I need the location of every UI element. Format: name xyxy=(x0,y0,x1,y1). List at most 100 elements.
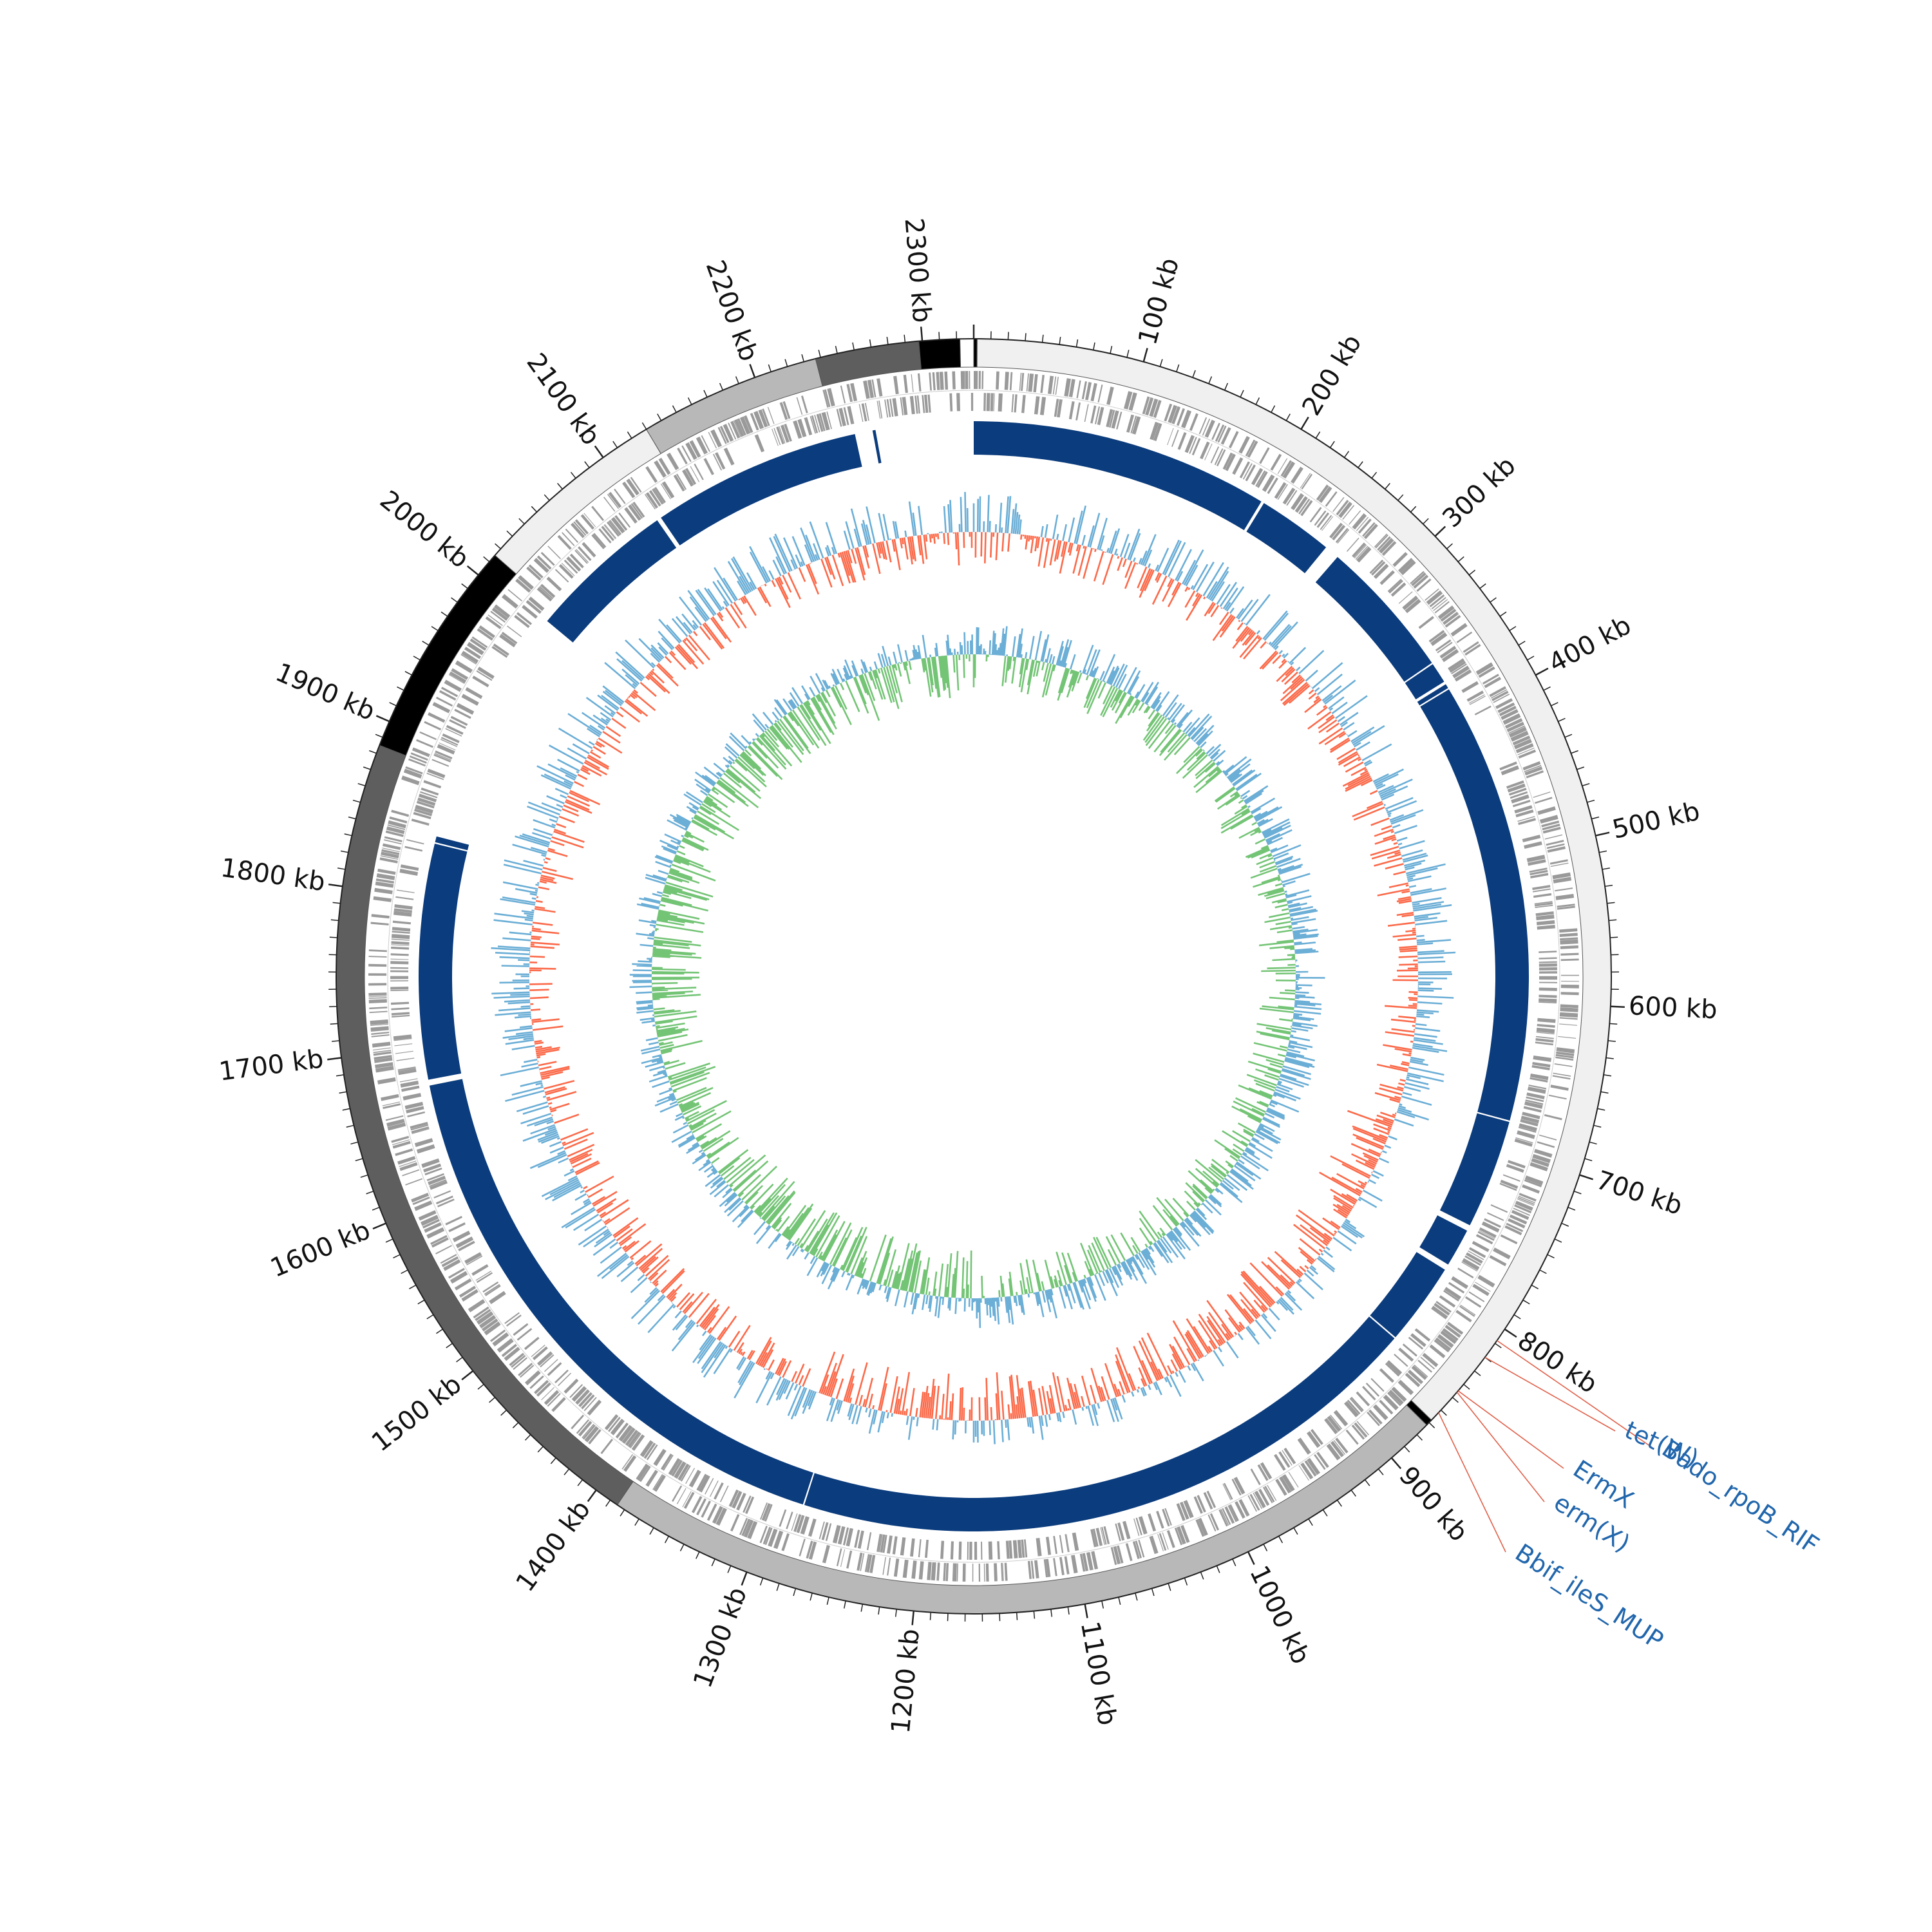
cds-feature xyxy=(1535,797,1553,804)
cds-feature xyxy=(990,393,994,412)
cds-feature xyxy=(445,1216,462,1226)
cds-feature xyxy=(1162,1508,1170,1527)
cds-feature xyxy=(993,393,995,412)
cds-feature xyxy=(1048,375,1054,394)
minor-tick xyxy=(1093,342,1095,350)
cds-feature xyxy=(1462,1258,1480,1271)
cds-feature xyxy=(1528,1084,1547,1090)
cds-feature xyxy=(925,1539,929,1558)
cds-feature xyxy=(610,1419,625,1435)
cds-feature xyxy=(940,1540,945,1559)
cds-feature xyxy=(591,506,605,522)
cds-feature xyxy=(370,1019,388,1025)
cds-feature xyxy=(1103,1526,1110,1544)
cds-feature xyxy=(677,448,688,465)
blast-hit-block xyxy=(1405,664,1444,700)
cds-feature xyxy=(1499,705,1517,717)
cds-feature xyxy=(1094,406,1101,424)
cds-feature xyxy=(1189,437,1197,454)
cds-feature xyxy=(1349,510,1361,525)
cds-feature xyxy=(750,413,759,431)
cds-feature xyxy=(1526,1096,1544,1103)
cds-feature xyxy=(739,1517,748,1535)
cds-feature xyxy=(435,696,453,707)
cds-feature xyxy=(1224,1506,1235,1524)
cds-feature xyxy=(1156,1510,1164,1529)
cds-feature xyxy=(847,406,855,424)
minor-tick xyxy=(1610,936,1618,938)
cds-feature xyxy=(403,768,422,779)
cds-feature xyxy=(516,1328,533,1341)
minor-tick xyxy=(1059,336,1061,345)
cds-feature xyxy=(1507,783,1526,793)
cds-feature xyxy=(1211,422,1220,440)
cds-feature xyxy=(390,976,409,980)
cds-feature xyxy=(576,549,589,563)
cds-feature xyxy=(997,1541,1000,1560)
cds-feature xyxy=(1167,428,1174,446)
cds-feature xyxy=(368,973,387,976)
cds-feature xyxy=(627,1431,641,1448)
minor-tick xyxy=(878,1607,880,1615)
minor-tick xyxy=(518,518,525,525)
major-tick xyxy=(461,1370,474,1381)
cds-feature xyxy=(382,848,400,853)
cds-feature xyxy=(1557,905,1575,910)
minor-tick xyxy=(727,1565,732,1573)
minor-tick xyxy=(550,1457,556,1464)
cds-feature xyxy=(1435,639,1452,652)
cds-feature xyxy=(473,1306,489,1319)
cds-feature xyxy=(538,1352,553,1366)
cds-feature xyxy=(1444,1287,1461,1300)
tick-label: 1900 kb xyxy=(271,658,379,726)
cds-feature xyxy=(1524,764,1542,773)
cds-feature xyxy=(1135,1517,1142,1536)
cds-feature xyxy=(1422,1352,1439,1367)
tick-label: 200 kb xyxy=(1296,330,1367,421)
minor-tick xyxy=(735,376,739,384)
cds-feature xyxy=(395,896,414,900)
cds-feature xyxy=(1239,461,1251,478)
cds-feature xyxy=(661,1454,673,1470)
cds-feature xyxy=(1142,396,1150,415)
cds-feature xyxy=(1431,1305,1448,1320)
cds-feature xyxy=(1021,395,1026,413)
cds-feature xyxy=(996,371,999,390)
cds-feature xyxy=(482,1281,499,1293)
minor-tick xyxy=(1582,782,1590,786)
cds-feature xyxy=(1294,496,1308,513)
cds-feature xyxy=(660,483,671,500)
cds-feature xyxy=(390,953,409,956)
cds-feature xyxy=(1138,1539,1145,1558)
cds-feature xyxy=(998,393,1003,412)
cds-feature xyxy=(1228,431,1239,449)
cds-feature xyxy=(630,477,642,493)
cds-feature xyxy=(1555,1054,1574,1059)
cds-feature xyxy=(952,371,956,390)
blast-hit-block xyxy=(974,421,1262,531)
cds-feature xyxy=(1414,1364,1428,1378)
cds-feature xyxy=(611,516,625,534)
cds-feature xyxy=(1343,1401,1359,1417)
minor-tick xyxy=(346,1124,354,1128)
cds-feature xyxy=(1472,1240,1490,1253)
minor-tick xyxy=(409,1284,417,1289)
cds-feature xyxy=(1001,1562,1003,1581)
cds-feature xyxy=(672,1485,683,1502)
cds-feature xyxy=(1420,1356,1435,1370)
cds-feature xyxy=(1259,447,1270,464)
cds-feature xyxy=(415,804,433,814)
cds-feature xyxy=(390,958,409,960)
cds-feature xyxy=(1449,661,1466,673)
cds-feature xyxy=(1539,981,1557,983)
amr-gene-label: Bbif_ileS_MUP xyxy=(1510,1539,1669,1655)
cds-feature xyxy=(900,397,904,416)
contig-ring xyxy=(336,338,1612,1615)
minor-tick xyxy=(1192,370,1196,378)
tick-label: 1000 kb xyxy=(1244,1561,1316,1669)
cds-feature xyxy=(715,452,726,470)
cds-feature xyxy=(1464,643,1481,656)
cds-feature xyxy=(1149,398,1159,417)
cds-feature xyxy=(1519,1193,1537,1202)
minor-tick xyxy=(649,1527,654,1535)
